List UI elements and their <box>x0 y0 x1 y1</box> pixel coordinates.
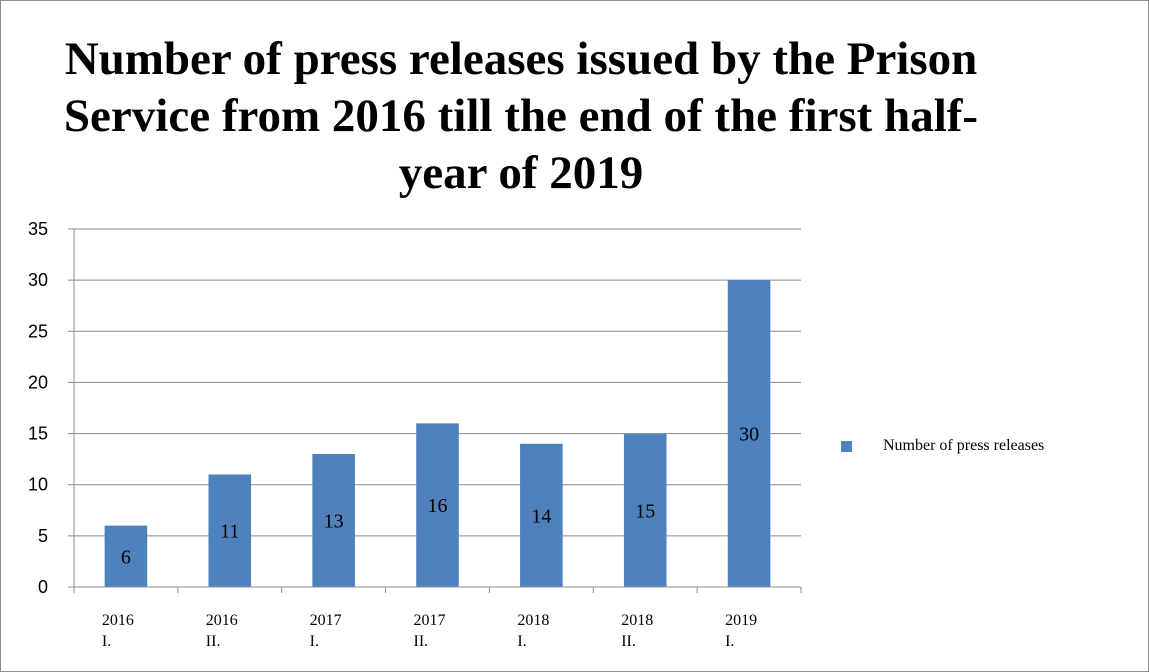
legend-swatch <box>841 440 852 452</box>
bar <box>312 454 355 587</box>
x-tick-label: 2018 <box>517 612 549 629</box>
data-label: 16 <box>428 495 448 517</box>
y-tick-label: 5 <box>38 526 48 546</box>
x-tick-label: I. <box>310 633 319 650</box>
legend-label: Number of press releases <box>883 437 1045 454</box>
x-tick-label: 2018 <box>621 612 653 629</box>
data-label: 15 <box>635 500 655 522</box>
x-tick-label: II. <box>206 633 221 650</box>
data-label: 30 <box>739 424 759 446</box>
y-tick-label: 0 <box>38 577 48 597</box>
bar <box>727 280 771 587</box>
legend: Number of press releases <box>841 437 1044 455</box>
x-tick-label: II. <box>414 633 429 650</box>
x-tick-label: II. <box>621 633 636 650</box>
data-label: 6 <box>121 546 131 568</box>
gridlines <box>74 228 801 537</box>
y-tick-label: 30 <box>28 270 48 290</box>
labels: 0 5 10 15 20 25 30 35 6 2016 I. 11 2016 II. 13 2017 I. 16… <box>28 219 759 650</box>
axes <box>68 228 802 593</box>
y-tick-label: 15 <box>28 424 48 444</box>
y-tick-label: 25 <box>28 321 48 341</box>
x-tick-label: I. <box>517 633 526 650</box>
x-tick-label: 2019 <box>725 612 757 629</box>
bar <box>520 443 563 587</box>
data-label: 11 <box>220 521 239 543</box>
bar <box>208 474 252 587</box>
y-tick-label: 20 <box>28 372 48 392</box>
x-tick-label: 2016 <box>206 612 238 629</box>
bar <box>623 433 667 587</box>
x-tick-label: 2016 <box>102 612 134 629</box>
x-tick-label: 2017 <box>414 612 446 629</box>
x-tick-label: I. <box>725 633 734 650</box>
data-label: 13 <box>324 511 344 533</box>
chart-title: Number of press releases issued by the P… <box>63 33 979 199</box>
bars <box>104 280 771 587</box>
y-tick-label: 35 <box>28 219 48 239</box>
data-label: 14 <box>531 505 551 527</box>
bar <box>416 423 459 587</box>
bar <box>104 525 148 587</box>
x-tick-label: I. <box>102 633 111 650</box>
x-tick-label: 2017 <box>310 612 342 629</box>
y-tick-label: 10 <box>28 475 48 495</box>
